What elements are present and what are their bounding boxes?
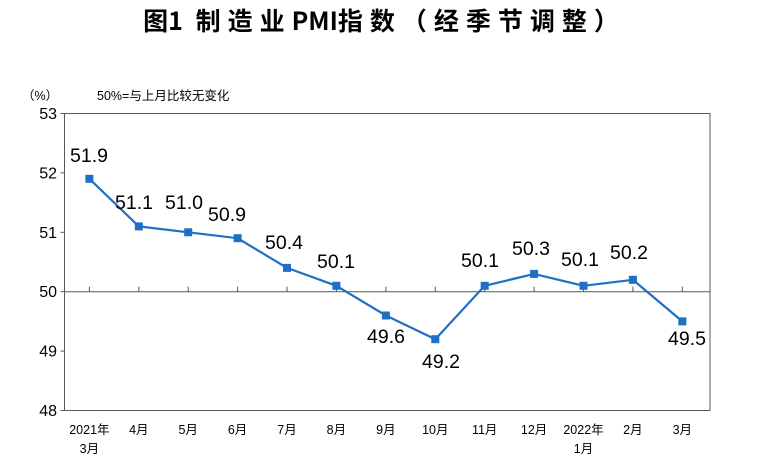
svg-text:50.1: 50.1	[561, 249, 599, 271]
svg-text:51: 51	[39, 225, 57, 242]
svg-text:9月: 9月	[376, 423, 395, 437]
svg-text:50.1: 50.1	[317, 251, 355, 273]
svg-text:51.0: 51.0	[165, 192, 203, 214]
svg-text:50.1: 50.1	[461, 250, 499, 272]
svg-text:7月: 7月	[277, 423, 296, 437]
svg-text:53: 53	[39, 106, 57, 123]
svg-text:50: 50	[39, 284, 57, 301]
svg-text:4月: 4月	[129, 423, 148, 437]
svg-text:1月: 1月	[574, 442, 593, 456]
svg-text:3月: 3月	[673, 423, 692, 437]
svg-text:5月: 5月	[178, 423, 197, 437]
svg-text:49.2: 49.2	[422, 351, 460, 373]
svg-text:49.6: 49.6	[367, 326, 405, 348]
svg-text:10月: 10月	[422, 423, 448, 437]
svg-text:50.2: 50.2	[610, 242, 648, 264]
svg-text:51.1: 51.1	[115, 192, 153, 214]
svg-text:50.9: 50.9	[208, 204, 246, 226]
svg-text:3月: 3月	[80, 442, 99, 456]
svg-text:2月: 2月	[623, 423, 642, 437]
svg-text:12月: 12月	[521, 423, 547, 437]
svg-text:（%）: （%）	[22, 89, 58, 103]
svg-text:50.3: 50.3	[512, 238, 550, 260]
svg-text:50.4: 50.4	[265, 232, 303, 254]
svg-text:2022年: 2022年	[563, 423, 603, 437]
svg-text:50%=与上月比较无变化: 50%=与上月比较无变化	[97, 88, 230, 103]
svg-text:49.5: 49.5	[668, 328, 706, 350]
svg-text:51.9: 51.9	[70, 145, 108, 167]
svg-text:6月: 6月	[228, 423, 247, 437]
svg-text:2021年: 2021年	[69, 423, 109, 437]
svg-text:48: 48	[39, 403, 57, 420]
svg-text:52: 52	[39, 165, 57, 182]
svg-text:49: 49	[39, 344, 57, 361]
svg-text:11月: 11月	[472, 423, 497, 437]
svg-text:8月: 8月	[327, 423, 346, 437]
